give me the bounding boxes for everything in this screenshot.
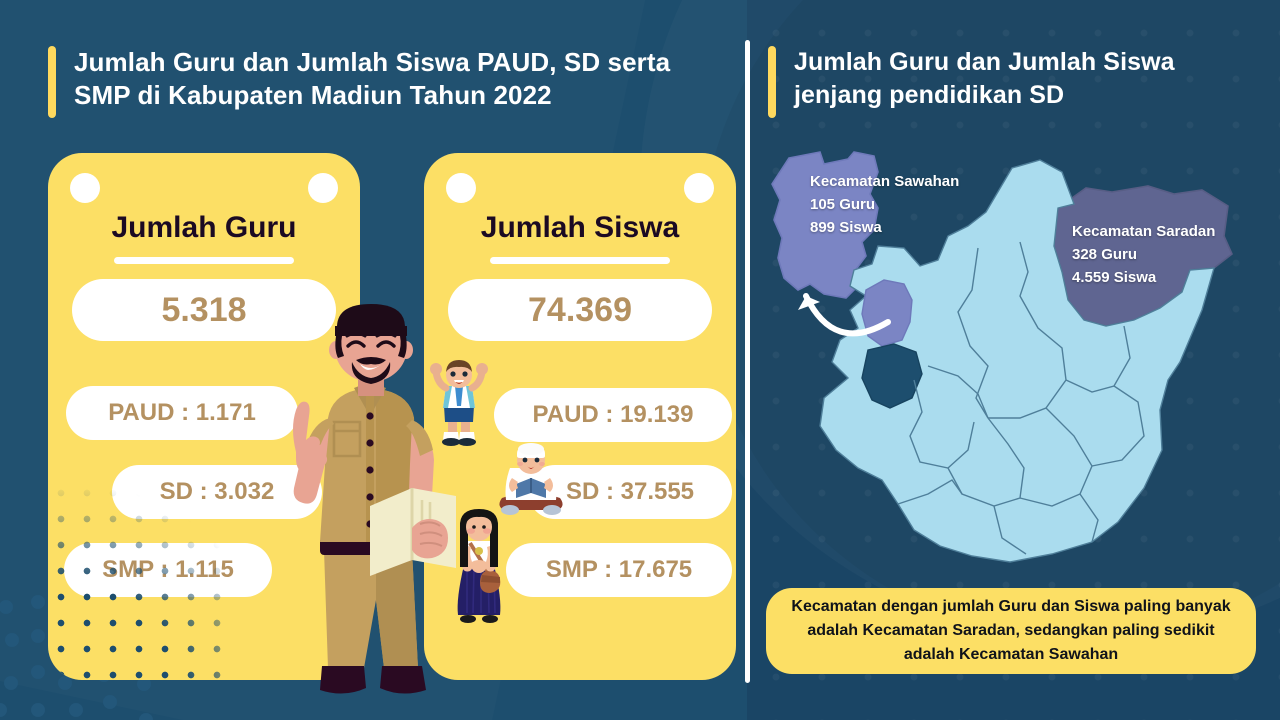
madiun-district-map (771, 151, 1233, 563)
map-label-sawahan: Kecamatan Sawahan 105 Guru 899 Siswa (810, 170, 959, 239)
map-pointer-arrow (803, 293, 891, 337)
map-region-dark (861, 343, 923, 409)
map-label-sawahan-students: 899 Siswa (810, 219, 882, 236)
left-title-text: Jumlah Guru dan Jumlah Siswa PAUD, SD se… (74, 47, 671, 110)
map-label-saradan-teachers: 328 Guru (1072, 246, 1138, 263)
map-label-sawahan-district: Kecamatan Sawahan (810, 173, 960, 190)
map-label-saradan: Kecamatan Saradan 328 Guru 4.559 Siswa (1072, 220, 1215, 289)
guru-total-value: 5.318 (72, 279, 336, 341)
panel-divider (745, 40, 750, 683)
siswa-smp-row: SMP : 17.675 (506, 543, 732, 597)
map-label-sawahan-teachers: 105 Guru (810, 196, 876, 213)
card-punch-hole-right (684, 173, 714, 203)
title-accent-bar (768, 46, 776, 118)
teacher-illustration (293, 304, 456, 694)
map-district-borders (897, 241, 1145, 555)
right-panel-title: Jumlah Guru dan Jumlah Siswa jenjang pen… (768, 46, 1238, 118)
summary-callout-text: Kecamatan dengan jumlah Guru dan Siswa p… (791, 598, 1231, 663)
guru-paud-row: PAUD : 1.171 (66, 386, 298, 440)
card-title-guru: Jumlah Guru (111, 211, 297, 244)
girl-student-standing-illustration (457, 509, 501, 623)
card-title-underline (490, 257, 670, 264)
stat-card-guru: Jumlah Guru 5.318 PAUD : 1.171 SD : 3.03… (48, 153, 360, 680)
card-punch-hole-left (446, 173, 476, 203)
card-punch-hole-right (308, 173, 338, 203)
card-title-siswa: Jumlah Siswa (480, 211, 680, 244)
guru-smp-row: SMP : 1.115 (64, 543, 272, 597)
title-accent-bar (48, 46, 56, 118)
right-title-text: Jumlah Guru dan Jumlah Siswa jenjang pen… (794, 48, 1175, 109)
summary-callout-box: Kecamatan dengan jumlah Guru dan Siswa p… (766, 588, 1256, 674)
siswa-sd-row: SD : 37.555 (528, 465, 732, 519)
boy-student-reading-illustration (499, 443, 563, 515)
map-label-saradan-district: Kecamatan Saradan (1072, 223, 1216, 240)
card-punch-hole-left (70, 173, 100, 203)
siswa-total-value: 74.369 (448, 279, 712, 341)
left-panel-title: Jumlah Guru dan Jumlah Siswa PAUD, SD se… (48, 46, 708, 118)
boy-student-cheering-illustration (430, 360, 488, 446)
map-pointer-arrowhead (798, 296, 820, 310)
siswa-paud-row: PAUD : 19.139 (494, 388, 732, 442)
map-label-saradan-students: 4.559 Siswa (1072, 269, 1157, 286)
card-title-underline (114, 257, 294, 264)
